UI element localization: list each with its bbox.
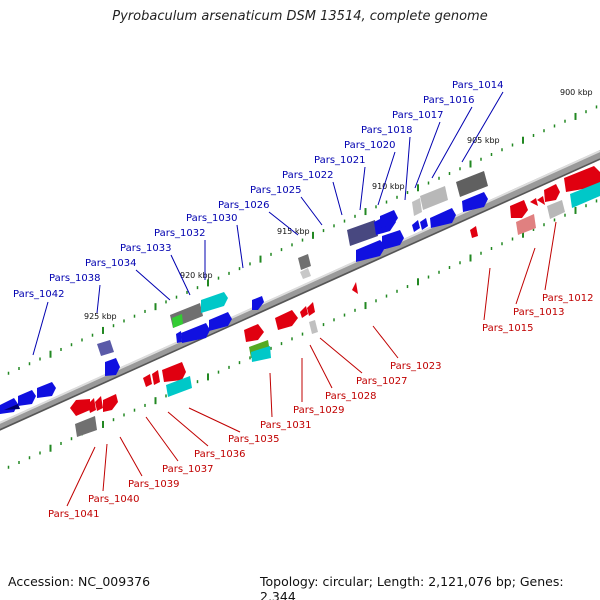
reverse-gene-labels: Pars_1012 Pars_1013 Pars_1015 Pars_1023 Pars…	[48, 221, 593, 520]
gene-label[interactable]: Pars_1037	[162, 464, 213, 475]
label-leader-line	[372, 325, 399, 359]
gene-label[interactable]: Pars_1026	[218, 200, 269, 211]
gene-label[interactable]: Pars_1017	[392, 110, 443, 121]
label-leader-line	[404, 136, 411, 201]
label-leader-line	[268, 211, 299, 236]
label-leader-line	[188, 407, 241, 433]
label-leader-line	[359, 166, 366, 211]
reverse-genes	[70, 166, 600, 437]
label-leader-line	[483, 267, 491, 321]
gene-label[interactable]: Pars_1015	[482, 323, 533, 334]
gene-label[interactable]: Pars_1020	[344, 140, 395, 151]
label-leader-line	[119, 436, 143, 477]
gene-label[interactable]: Pars_1013	[513, 307, 564, 318]
label-leader-line	[102, 443, 108, 492]
label-leader-line	[135, 269, 171, 301]
gene-label[interactable]: Pars_1042	[13, 289, 64, 300]
scale-label: 910 kbp	[372, 182, 405, 191]
gene-label[interactable]: Pars_1040	[88, 494, 139, 505]
label-leader-line	[300, 196, 323, 226]
accession-text: Accession: NC_009376	[8, 574, 151, 589]
gene-label[interactable]: Pars_1035	[228, 434, 279, 445]
gene-label[interactable]: Pars_1014	[452, 80, 503, 91]
scale-label: 925 kbp	[84, 312, 117, 321]
label-leader-line	[461, 91, 504, 163]
gene-label[interactable]: Pars_1033	[120, 243, 171, 254]
scale-label: 905 kbp	[467, 136, 500, 145]
label-leader-line	[332, 181, 343, 216]
gene-label[interactable]: Pars_1036	[194, 449, 245, 460]
gene-label[interactable]: Pars_1012	[542, 293, 593, 304]
genome-summary-text: Topology: circular; Length: 2,121,076 bp…	[260, 574, 564, 600]
gene-label[interactable]: Pars_1031	[260, 420, 311, 431]
gene-label[interactable]: Pars_1029	[293, 405, 344, 416]
scale-label: 900 kbp	[560, 88, 593, 97]
gene-label[interactable]: Pars_1034	[85, 258, 136, 269]
gene-label[interactable]: Pars_1039	[128, 479, 179, 490]
gene-label[interactable]: Pars_1021	[314, 155, 365, 166]
gene-label[interactable]: Pars_1018	[361, 125, 412, 136]
label-leader-line	[515, 247, 536, 305]
gene-label[interactable]: Pars_1030	[186, 213, 237, 224]
forward-genes	[0, 171, 488, 414]
label-leader-line	[236, 224, 244, 269]
gene-label[interactable]: Pars_1016	[423, 95, 474, 106]
forward-gene-labels: Pars_1014 Pars_1016 Pars_1017 Pars_1018 Pars…	[13, 80, 504, 356]
scale-label: 920 kbp	[180, 271, 213, 280]
label-leader-line	[269, 372, 273, 418]
gene-label[interactable]: Pars_1025	[250, 185, 301, 196]
label-leader-line	[170, 254, 191, 296]
gene-label[interactable]: Pars_1032	[154, 228, 205, 239]
gene-label[interactable]: Pars_1027	[356, 376, 407, 387]
label-leader-line	[167, 411, 209, 447]
map-title: Pyrobaculum arsenaticum DSM 13514, compl…	[112, 9, 488, 24]
label-leader-line	[66, 446, 96, 507]
gene-label[interactable]: Pars_1022	[282, 170, 333, 181]
gene-label[interactable]: Pars_1028	[325, 391, 376, 402]
label-leader-line	[544, 221, 557, 291]
label-leader-line	[431, 106, 473, 179]
label-leader-line	[319, 337, 363, 374]
label-leader-line	[32, 301, 49, 356]
label-leader-line	[377, 151, 396, 206]
label-leader-line	[96, 284, 101, 314]
gene-label[interactable]: Pars_1023	[390, 361, 441, 372]
gene-label[interactable]: Pars_1041	[48, 509, 99, 520]
gene-label[interactable]: Pars_1038	[49, 273, 100, 284]
label-leader-line	[414, 121, 441, 189]
label-leader-line	[145, 416, 179, 462]
tick-marks	[7, 105, 598, 469]
label-leader-line	[309, 344, 333, 389]
